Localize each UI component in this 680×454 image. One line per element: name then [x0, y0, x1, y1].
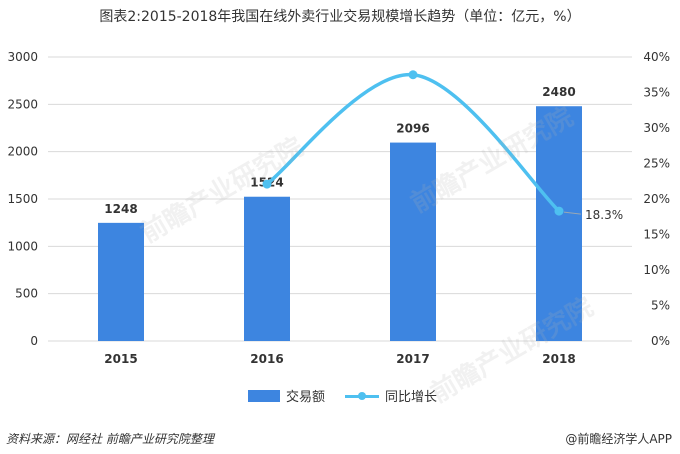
- y-right-tick-label: 30%: [643, 121, 670, 135]
- legend-bar-swatch: [248, 389, 280, 402]
- y-left-tick-label: 2000: [7, 145, 38, 159]
- bar: [98, 222, 144, 341]
- legend-label-bar: 交易额: [286, 390, 326, 405]
- y-left-tick-label: 3000: [7, 50, 38, 64]
- legend: 交易额 同比增长: [0, 386, 680, 405]
- x-tick-label: 2016: [250, 352, 283, 366]
- y-right-tick-label: 15%: [643, 228, 670, 242]
- y-right-tick-label: 35%: [643, 86, 670, 100]
- legend-label-line: 同比增长: [385, 390, 438, 405]
- y-right-tick-label: 25%: [643, 157, 670, 171]
- legend-item-bar: 交易额: [248, 386, 325, 405]
- bar-value-label: 2480: [542, 85, 575, 99]
- growth-point: [554, 206, 564, 216]
- bar-value-label: 2096: [396, 122, 429, 136]
- bar: [244, 196, 290, 341]
- legend-line-swatch: [345, 390, 379, 402]
- y-right-tick-label: 10%: [643, 263, 670, 277]
- y-right-tick-label: 20%: [643, 192, 670, 206]
- y-right-tick-label: 5%: [651, 299, 670, 313]
- chart-title: 图表2:2015-2018年我国在线外卖行业交易规模增长趋势（单位：亿元，%）: [99, 9, 581, 25]
- growth-point: [262, 179, 272, 189]
- label-leader: [563, 211, 582, 215]
- bar: [390, 142, 436, 341]
- y-left-tick-label: 2500: [7, 97, 38, 111]
- line-value-label: 18.3%: [585, 208, 623, 222]
- source-note: 资料来源：网经社 前瞻产业研究院整理: [6, 432, 214, 446]
- y-left-tick-label: 1000: [7, 239, 38, 253]
- bar: [536, 106, 582, 341]
- x-tick-label: 2015: [104, 352, 137, 366]
- bar-value-label: 1248: [104, 202, 137, 216]
- legend-item-line: 同比增长: [345, 386, 437, 405]
- brand-note: @前瞻经济学人APP: [565, 432, 672, 446]
- y-right-tick-label: 40%: [643, 50, 670, 64]
- growth-point: [408, 70, 418, 80]
- y-left-tick-label: 1500: [7, 192, 38, 206]
- y-left-tick-label: 500: [15, 287, 38, 301]
- x-tick-label: 2017: [396, 352, 429, 366]
- y-right-tick-label: 0%: [651, 334, 670, 348]
- y-left-tick-label: 0: [30, 334, 38, 348]
- x-tick-label: 2018: [542, 352, 575, 366]
